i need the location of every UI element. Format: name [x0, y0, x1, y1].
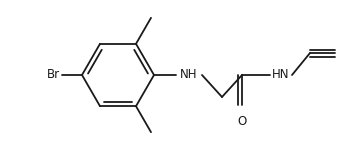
Text: HN: HN [272, 69, 290, 82]
Text: Br: Br [47, 69, 60, 82]
Text: NH: NH [180, 69, 198, 82]
Text: O: O [237, 115, 247, 128]
